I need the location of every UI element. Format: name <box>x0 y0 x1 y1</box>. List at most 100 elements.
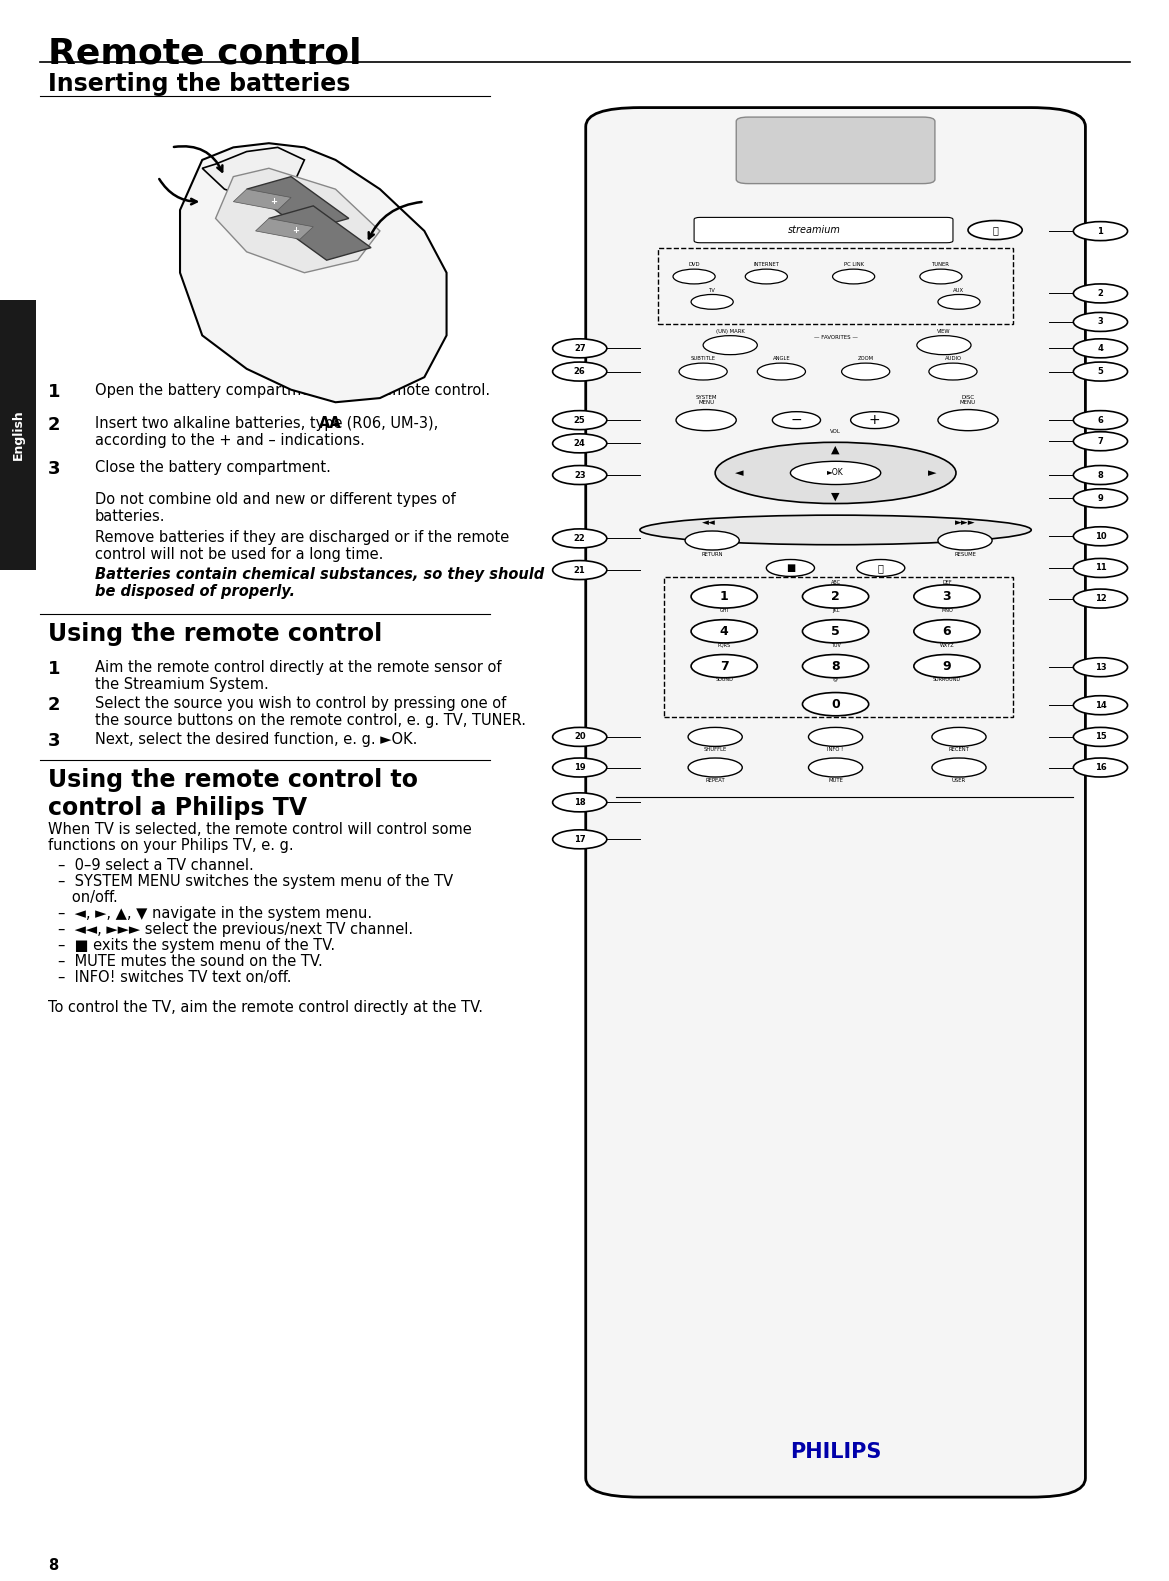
Text: 4: 4 <box>720 624 728 637</box>
Text: SURROUND: SURROUND <box>933 677 961 683</box>
Circle shape <box>691 655 758 678</box>
Circle shape <box>1073 411 1128 430</box>
FancyBboxPatch shape <box>586 108 1085 1497</box>
Circle shape <box>929 364 977 379</box>
Text: AUX: AUX <box>954 288 964 292</box>
Circle shape <box>1073 313 1128 332</box>
Circle shape <box>773 411 821 428</box>
Text: SUBTITLE: SUBTITLE <box>691 356 715 362</box>
Circle shape <box>689 757 742 776</box>
Circle shape <box>553 362 607 381</box>
Text: ◄: ◄ <box>735 468 743 477</box>
Circle shape <box>1073 658 1128 677</box>
Circle shape <box>553 433 607 452</box>
Text: TUNER: TUNER <box>932 262 950 267</box>
Text: (R06, UM-3),: (R06, UM-3), <box>343 416 438 432</box>
Circle shape <box>932 727 987 746</box>
Circle shape <box>938 531 992 550</box>
Circle shape <box>676 409 736 430</box>
Circle shape <box>553 530 607 549</box>
Text: MNO: MNO <box>941 607 953 613</box>
Text: 2: 2 <box>48 696 61 715</box>
Circle shape <box>802 692 869 716</box>
Circle shape <box>938 294 980 310</box>
Text: Next, select the desired function, e. g. ►OK.: Next, select the desired function, e. g.… <box>95 732 417 746</box>
Text: JKL: JKL <box>832 607 839 613</box>
Text: –  ◄◄, ►►► select the previous/next TV channel.: – ◄◄, ►►► select the previous/next TV ch… <box>58 922 413 938</box>
Text: 17: 17 <box>574 835 586 844</box>
Circle shape <box>1073 432 1128 451</box>
Text: @: @ <box>833 677 838 683</box>
Circle shape <box>1073 465 1128 484</box>
Text: ■: ■ <box>786 563 795 572</box>
Text: RECENT: RECENT <box>948 748 969 753</box>
Circle shape <box>689 727 742 746</box>
Circle shape <box>914 585 980 609</box>
Circle shape <box>802 655 869 678</box>
Text: 9: 9 <box>1098 493 1104 503</box>
Text: ⏸: ⏸ <box>878 563 884 572</box>
Circle shape <box>932 757 987 776</box>
Text: WXYZ: WXYZ <box>940 642 954 648</box>
Text: ►OK: ►OK <box>828 468 844 477</box>
Text: TV: TV <box>708 288 715 292</box>
Text: VOL: VOL <box>830 430 841 435</box>
Circle shape <box>842 364 890 379</box>
Circle shape <box>851 411 899 428</box>
Text: Using the remote control: Using the remote control <box>48 621 382 647</box>
Text: 22: 22 <box>574 534 586 542</box>
Text: INFO !: INFO ! <box>828 748 844 753</box>
Text: DISC
MENU: DISC MENU <box>960 395 976 405</box>
Circle shape <box>1073 362 1128 381</box>
Text: 2: 2 <box>1098 289 1104 297</box>
Text: PC LINK: PC LINK <box>844 262 864 267</box>
Text: according to the + and – indications.: according to the + and – indications. <box>95 433 365 447</box>
Text: 4: 4 <box>1098 343 1104 353</box>
Text: functions on your Philips TV, e. g.: functions on your Philips TV, e. g. <box>48 838 293 854</box>
Polygon shape <box>202 147 304 202</box>
Text: 3: 3 <box>48 460 61 477</box>
Circle shape <box>553 792 607 813</box>
FancyBboxPatch shape <box>694 218 953 243</box>
FancyBboxPatch shape <box>0 300 36 571</box>
Text: +: + <box>270 198 277 206</box>
Text: PQRS: PQRS <box>718 642 731 648</box>
Circle shape <box>1073 727 1128 746</box>
Text: Insert two alkaline batteries, type: Insert two alkaline batteries, type <box>95 416 347 432</box>
Text: 1: 1 <box>1098 226 1104 236</box>
Circle shape <box>914 620 980 643</box>
Text: 25: 25 <box>574 416 586 425</box>
Text: RETURN: RETURN <box>701 552 722 557</box>
Text: 16: 16 <box>1094 764 1106 772</box>
Circle shape <box>1073 489 1128 508</box>
Text: 7: 7 <box>720 659 728 672</box>
Text: –  INFO! switches TV text on/off.: – INFO! switches TV text on/off. <box>58 971 291 985</box>
Text: 21: 21 <box>574 566 586 574</box>
Circle shape <box>914 655 980 678</box>
Text: Select the source you wish to control by pressing one of
the source buttons on t: Select the source you wish to control by… <box>95 696 526 729</box>
Circle shape <box>938 409 998 430</box>
Text: 18: 18 <box>574 798 586 806</box>
Text: 5: 5 <box>1098 367 1104 376</box>
Text: –  ◄, ►, ▲, ▼ navigate in the system menu.: – ◄, ►, ▲, ▼ navigate in the system menu… <box>58 906 372 922</box>
Circle shape <box>832 269 874 285</box>
Circle shape <box>673 269 715 285</box>
Text: 2: 2 <box>831 590 841 602</box>
Polygon shape <box>256 218 313 239</box>
Text: Remove batteries if they are discharged or if the remote
control will not be use: Remove batteries if they are discharged … <box>95 530 510 563</box>
Circle shape <box>916 335 971 354</box>
Text: 6: 6 <box>942 624 952 637</box>
Text: 2: 2 <box>48 416 61 435</box>
Text: Batteries contain chemical substances, so they should
be disposed of properly.: Batteries contain chemical substances, s… <box>95 568 545 599</box>
Ellipse shape <box>715 443 956 503</box>
Text: ▼: ▼ <box>831 492 839 501</box>
Text: +: + <box>292 226 299 236</box>
Text: ANGLE: ANGLE <box>773 356 790 362</box>
Text: ►: ► <box>928 468 936 477</box>
Circle shape <box>685 531 739 550</box>
Text: 0: 0 <box>831 697 841 711</box>
Text: Using the remote control to
control a Philips TV: Using the remote control to control a Ph… <box>48 768 419 821</box>
Circle shape <box>802 585 869 609</box>
Circle shape <box>679 364 727 379</box>
Text: REPEAT: REPEAT <box>705 778 725 783</box>
